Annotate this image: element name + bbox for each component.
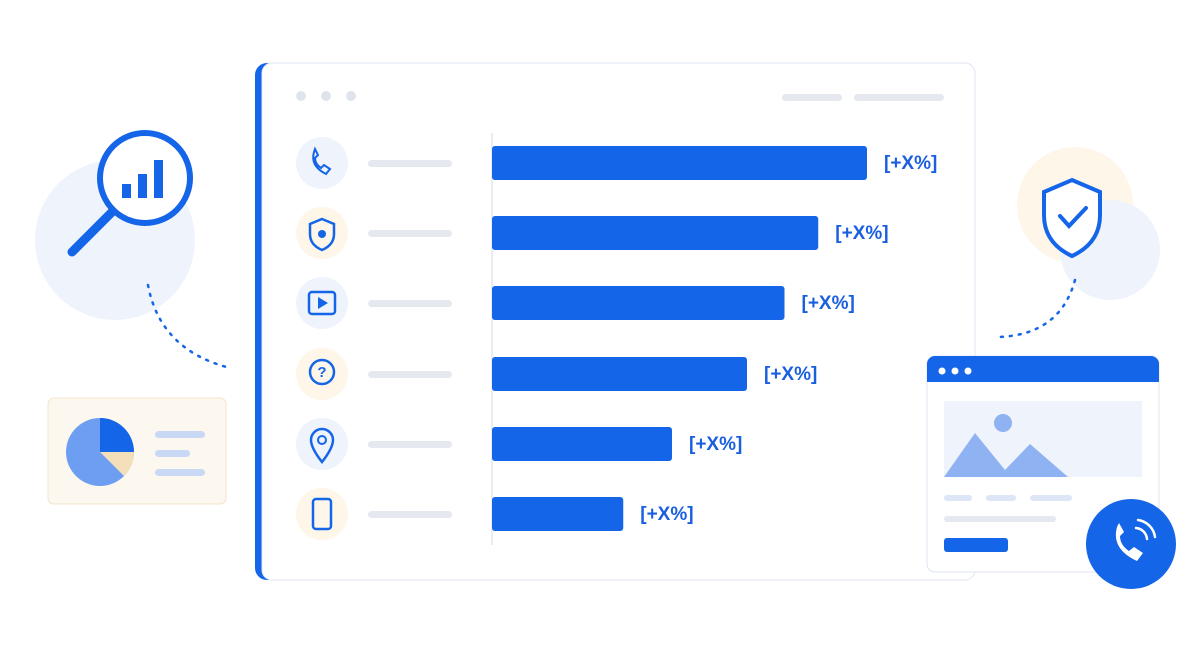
row-icons: ? [296,137,452,540]
bar [492,357,747,391]
main-card [255,62,976,581]
bar [492,497,624,531]
bar [492,146,867,180]
bar [492,286,785,320]
pie-card [47,397,227,505]
magnifier-icon [67,130,193,257]
value-label: [+X%] [884,153,937,174]
dotted-path [146,283,232,370]
bar [492,216,819,250]
value-label: [+X%] [835,223,888,244]
call-button [1086,499,1176,589]
bar-area: [+X%] [+X%] [+X%] [+X%] [+X%] [+X%] [492,146,937,531]
value-label: [+X%] [640,504,693,525]
bar [492,427,672,461]
value-label: [+X%] [689,434,742,455]
shield-icon [1042,177,1102,259]
svg-text:?: ? [317,364,326,381]
value-label: [+X%] [802,293,855,314]
value-label: [+X%] [764,364,817,385]
dotted-path [996,278,1077,339]
